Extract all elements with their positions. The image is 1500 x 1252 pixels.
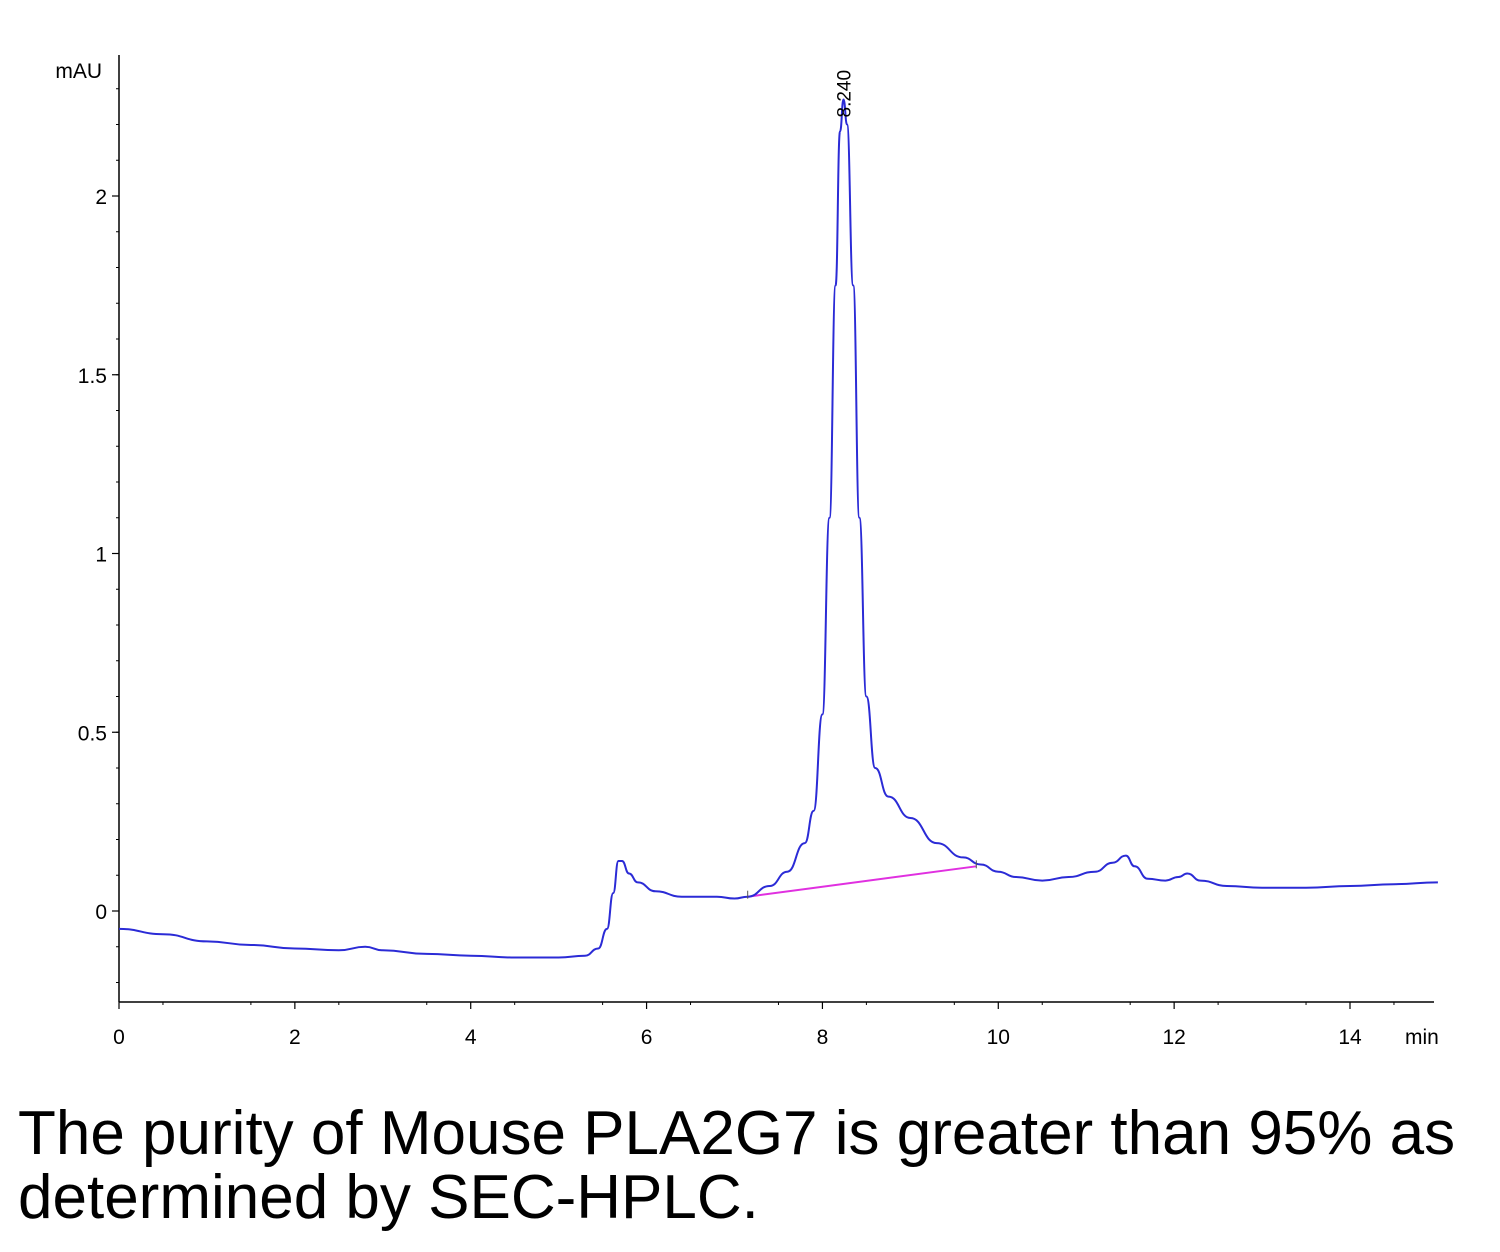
chromatogram-chart: 0 0.5 1 1.5 2 0 2 4 6 8 10 12 14 mAU min 8.240 [55, 55, 1439, 1049]
integration-baseline [747, 865, 977, 898]
x-tick-label: 14 [1338, 1026, 1362, 1049]
peak-annotations: 8.240 [747, 70, 977, 899]
x-axis-unit-label: min [1405, 1026, 1439, 1049]
y-tick-label: 0.5 [78, 722, 107, 745]
x-tick-label: 12 [1162, 1026, 1185, 1049]
major-tick-group [112, 195, 1351, 1009]
y-tick-labels: 0 0.5 1 1.5 2 [78, 186, 107, 924]
x-tick-label: 2 [289, 1026, 301, 1049]
x-tick-labels: 0 2 4 6 8 10 12 14 [113, 1026, 1362, 1049]
minor-tick-group [116, 88, 1395, 1005]
x-tick-label: 6 [641, 1026, 653, 1049]
chromatogram-trace [118, 98, 1438, 959]
x-tick-label: 10 [987, 1026, 1010, 1049]
chart-caption: The purity of Mouse PLA2G7 is greater th… [18, 1099, 1456, 1232]
x-tick-label: 8 [817, 1026, 829, 1049]
y-tick-label: 2 [95, 186, 107, 209]
x-tick-label: 4 [465, 1026, 477, 1049]
peak-retention-label: 8.240 [835, 70, 856, 118]
y-tick-label: 1.5 [78, 365, 107, 388]
y-tick-label: 1 [95, 544, 107, 567]
y-tick-label: 0 [95, 901, 107, 924]
x-tick-label: 0 [113, 1026, 125, 1049]
y-axis-unit-label: mAU [55, 60, 102, 83]
